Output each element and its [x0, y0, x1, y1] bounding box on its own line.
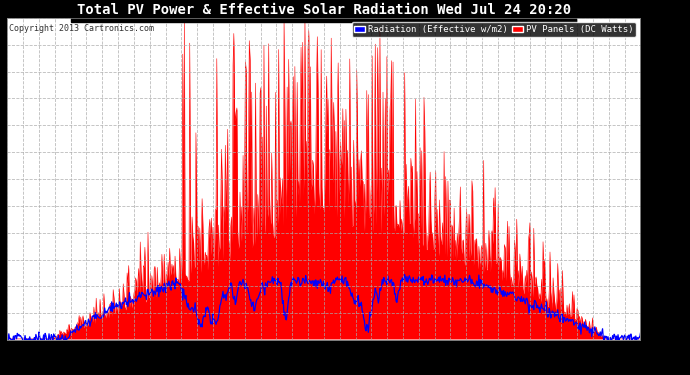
Text: Copyright 2013 Cartronics.com: Copyright 2013 Cartronics.com — [8, 24, 154, 33]
Legend: Radiation (Effective w/m2), PV Panels (DC Watts): Radiation (Effective w/m2), PV Panels (D… — [352, 22, 636, 37]
Title: Total PV Power & Effective Solar Radiation Wed Jul 24 20:20: Total PV Power & Effective Solar Radiati… — [77, 3, 571, 17]
